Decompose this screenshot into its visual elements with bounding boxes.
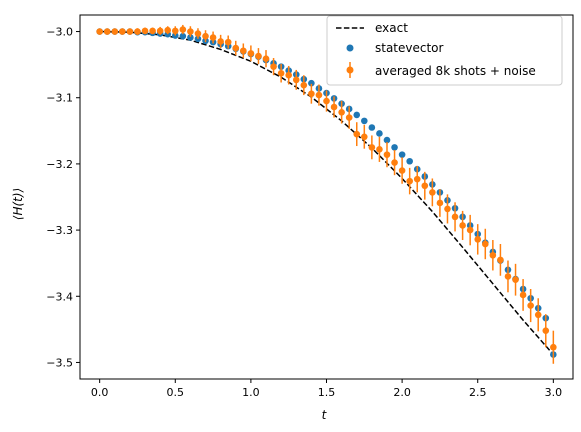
statevector-point: [376, 130, 383, 137]
averaged-point: [194, 30, 202, 37]
averaged-point: [179, 26, 187, 33]
averaged-point: [209, 34, 217, 41]
statevector-point: [361, 117, 368, 125]
averaged-point: [398, 167, 406, 174]
averaged-point: [270, 63, 277, 70]
x-axis-label: t: [322, 408, 328, 422]
averaged-point: [368, 144, 376, 151]
legend-averaged-label: averaged 8k shots + noise: [375, 64, 536, 78]
averaged-point: [383, 151, 391, 158]
averaged-point: [202, 32, 209, 40]
averaged-point: [361, 133, 368, 141]
y-tick-label: −3.5: [46, 356, 73, 369]
averaged-point: [542, 327, 550, 334]
averaged-point: [444, 205, 451, 213]
legend-frame: [326, 15, 563, 86]
averaged-point: [376, 146, 383, 153]
ticks-layer: 0.0 0.5 1.0 1.5 2.0 2.5 3.0 −3.0 −3.1 −3.2 −3.3 −3.…: [46, 26, 562, 399]
averaged-point: [103, 28, 111, 35]
averaged-point: [345, 114, 353, 121]
x-tick-label: 0.5: [167, 386, 185, 399]
averaged-point: [300, 81, 308, 89]
averaged-point: [315, 91, 323, 99]
data-layer: [96, 24, 557, 364]
averaged-point: [436, 199, 444, 207]
averaged-point: [429, 189, 436, 196]
statevector-point: [406, 157, 413, 165]
averaged-point: [164, 26, 172, 34]
averaged-point: [292, 76, 300, 84]
x-tick-label: 2.5: [469, 386, 487, 399]
averaged-point: [330, 103, 338, 111]
averaged-point: [277, 69, 285, 77]
averaged-point: [224, 38, 232, 46]
statevector-point: [391, 144, 398, 151]
statevector-point: [398, 151, 406, 158]
averaged-point: [497, 256, 504, 264]
x-tick-label: 2.0: [393, 386, 411, 399]
averaged-point: [171, 27, 179, 35]
averaged-point: [119, 28, 126, 35]
statevector-point: [187, 34, 194, 41]
averaged-point: [391, 159, 398, 166]
averaged-point: [481, 240, 489, 248]
legend-exact-label: exact: [375, 21, 408, 35]
y-tick-label: −3.3: [46, 224, 73, 237]
averaged-point: [240, 47, 247, 55]
statevector-point: [353, 111, 361, 119]
averaged-point: [255, 52, 262, 60]
averaged-point: [406, 177, 413, 185]
averaged-point: [550, 343, 557, 351]
legend-statevector-label: statevector: [375, 41, 444, 55]
averaged-point: [134, 28, 141, 35]
statevector-point: [368, 124, 376, 131]
averaged-point: [323, 97, 330, 105]
averaged-point: [504, 273, 512, 280]
averaged-point: [126, 28, 134, 35]
averaged-point: [217, 38, 224, 45]
averaged-point: [232, 44, 240, 52]
averaged-point: [413, 175, 421, 183]
averaged-point: [451, 213, 459, 221]
averaged-point: [466, 226, 474, 234]
averaged-point: [149, 27, 156, 35]
averaged-point: [474, 236, 482, 243]
averaged-point: [141, 27, 149, 35]
averaged-point: [96, 28, 103, 35]
legend-statevector-marker: [346, 44, 354, 52]
x-tick-label: 1.0: [242, 386, 260, 399]
averaged-point: [519, 291, 527, 299]
averaged-point: [534, 311, 542, 319]
x-tick-label: 3.0: [545, 386, 563, 399]
statevector-point: [308, 79, 315, 87]
y-tick-label: −3.4: [46, 290, 73, 303]
averaged-point: [285, 71, 292, 79]
averaged-point: [459, 222, 466, 229]
y-tick-label: −3.2: [46, 158, 73, 171]
averaged-point: [338, 108, 345, 116]
averaged-point: [421, 182, 429, 190]
averaged-point: [262, 55, 270, 62]
averaged-point: [111, 28, 119, 35]
y-axis-label: ⟨H(t)⟩: [11, 188, 25, 220]
x-tick-label: 0.0: [91, 386, 109, 399]
x-tick-label: 1.5: [318, 386, 336, 399]
averaged-point: [308, 90, 315, 98]
averaged-point: [187, 28, 194, 35]
y-tick-label: −3.1: [46, 92, 73, 105]
statevector-point: [179, 32, 187, 40]
legend-averaged-marker: [346, 66, 354, 74]
averaged-point: [512, 276, 519, 284]
averaged-point: [489, 251, 497, 259]
y-tick-label: −3.0: [46, 26, 73, 39]
averaged-point: [527, 302, 534, 309]
statevector-point: [383, 136, 391, 144]
averaged-point: [156, 27, 164, 35]
averaged-point: [247, 50, 255, 57]
legend: exact statevector averaged 8k shots + no…: [326, 15, 563, 86]
averaged-point: [353, 130, 361, 138]
